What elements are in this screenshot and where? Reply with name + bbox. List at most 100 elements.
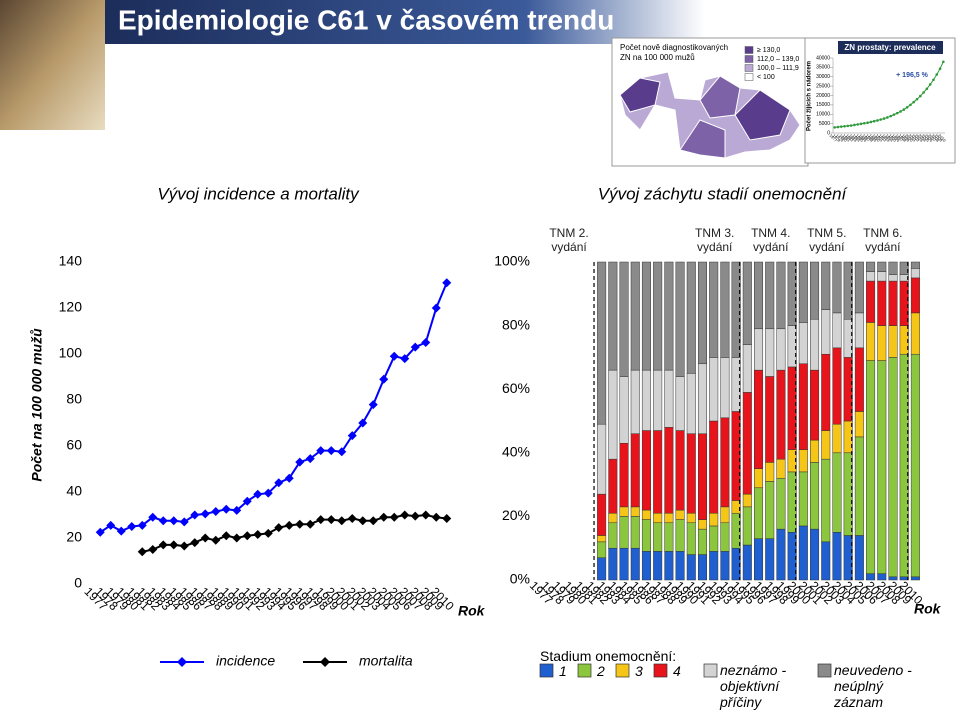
legend-swatch — [744, 64, 754, 72]
prevalence-title: ZN prostaty: prevalence — [844, 43, 936, 52]
bar-segment — [675, 376, 685, 431]
data-point — [925, 87, 929, 91]
data-point — [912, 100, 916, 104]
data-point — [379, 512, 389, 522]
bar-segment — [653, 512, 663, 524]
bar-segment — [697, 554, 707, 581]
y-tick-label: 100 — [59, 345, 83, 361]
bar-segment — [664, 522, 674, 552]
x-tick-label: 1986 — [858, 133, 868, 143]
bar-segment — [776, 328, 786, 371]
data-point — [284, 520, 294, 530]
chart-title: Vývoj incidence a mortality — [157, 184, 360, 203]
bar-segment — [630, 261, 640, 371]
bar-segment — [765, 328, 775, 377]
data-point — [169, 540, 179, 550]
legend-label: 100,0 – 111,9 — [757, 65, 799, 72]
data-point — [326, 446, 336, 456]
data-point — [305, 519, 315, 529]
bar-segment — [619, 506, 629, 517]
legend-swatch — [577, 663, 592, 678]
bar-segment — [630, 506, 640, 517]
bar-segment — [877, 261, 887, 272]
bar-segment — [821, 261, 831, 310]
map-title: ZN na 100 000 mužů — [620, 53, 695, 62]
data-point — [400, 510, 410, 520]
bar-segment — [787, 471, 797, 533]
bar-segment — [754, 328, 764, 371]
x-tick-label: 2010 — [937, 133, 947, 143]
x-tick-label: 1978 — [832, 133, 842, 143]
data-point — [932, 78, 935, 82]
x-tick-label: 1993 — [881, 133, 891, 143]
bar-segment — [776, 477, 786, 530]
data-point — [358, 516, 368, 526]
x-tick-label: 1990 — [871, 133, 881, 143]
x-tick-label: 2008 — [931, 133, 941, 143]
bar-segment — [754, 369, 764, 469]
data-point — [127, 522, 137, 531]
x-tick-label: 1992 — [878, 133, 888, 143]
data-point — [846, 124, 850, 128]
map-region — [734, 89, 791, 141]
data-point — [882, 117, 886, 120]
data-point — [400, 354, 410, 364]
bar-segment — [866, 360, 876, 574]
x-tick-label: 2000 — [904, 133, 914, 143]
bar-segment — [675, 509, 685, 520]
data-point — [190, 538, 200, 548]
bar-segment — [630, 547, 640, 581]
bar-segment — [810, 318, 820, 371]
data-point — [915, 97, 919, 101]
bar-segment — [697, 261, 707, 365]
data-point — [148, 512, 158, 522]
bar-segment — [899, 325, 909, 355]
bar-segment — [854, 312, 864, 349]
bar-segment — [709, 420, 719, 514]
y-tick-label: 20000 — [816, 93, 830, 99]
bar-segment — [798, 261, 808, 323]
bar-segment — [720, 506, 730, 524]
data-point — [935, 73, 939, 76]
bar-segment — [597, 423, 607, 495]
data-point — [179, 541, 189, 551]
legend: incidence mortalita — [160, 653, 413, 669]
legend-label: 1 — [559, 663, 567, 679]
bar-segment — [731, 261, 741, 358]
bar-segment — [619, 376, 629, 444]
data-point — [263, 528, 273, 538]
bar-segment — [686, 512, 696, 524]
bar-segment — [720, 522, 730, 552]
bar-segment — [664, 261, 674, 371]
bar-segment — [866, 271, 876, 282]
x-tick-label: 2006 — [924, 133, 934, 143]
data-point — [889, 114, 892, 118]
legend-swatch — [744, 46, 754, 54]
legend-marker — [177, 657, 187, 667]
legend-swatch — [653, 663, 668, 678]
bar-segment — [653, 551, 663, 581]
data-point — [869, 120, 873, 124]
data-point — [421, 338, 431, 347]
bar-segment — [866, 322, 876, 361]
bar-segment — [877, 360, 887, 574]
x-tick-label: 2003 — [914, 133, 924, 143]
y-tick-label: 20 — [66, 529, 82, 545]
data-point — [274, 478, 284, 488]
x-axis-label: Rok — [458, 603, 486, 619]
legend-swatch — [703, 663, 718, 678]
bar-segment — [731, 411, 741, 501]
bar-segment — [810, 261, 820, 320]
data-point — [431, 512, 441, 522]
bar-segment — [810, 439, 820, 463]
x-tick-label: 1981 — [842, 133, 852, 143]
edition-label: vydání — [697, 240, 733, 254]
bar-segment — [877, 573, 887, 581]
prevalence-y-label: Počet žijících s nádorem — [807, 61, 813, 131]
legend — [539, 663, 832, 678]
y-tick-label: 5000 — [819, 121, 830, 127]
bar-segment — [608, 369, 618, 460]
bar-segment — [709, 551, 719, 581]
bar-segment — [821, 430, 831, 460]
bar-segment — [810, 369, 820, 441]
